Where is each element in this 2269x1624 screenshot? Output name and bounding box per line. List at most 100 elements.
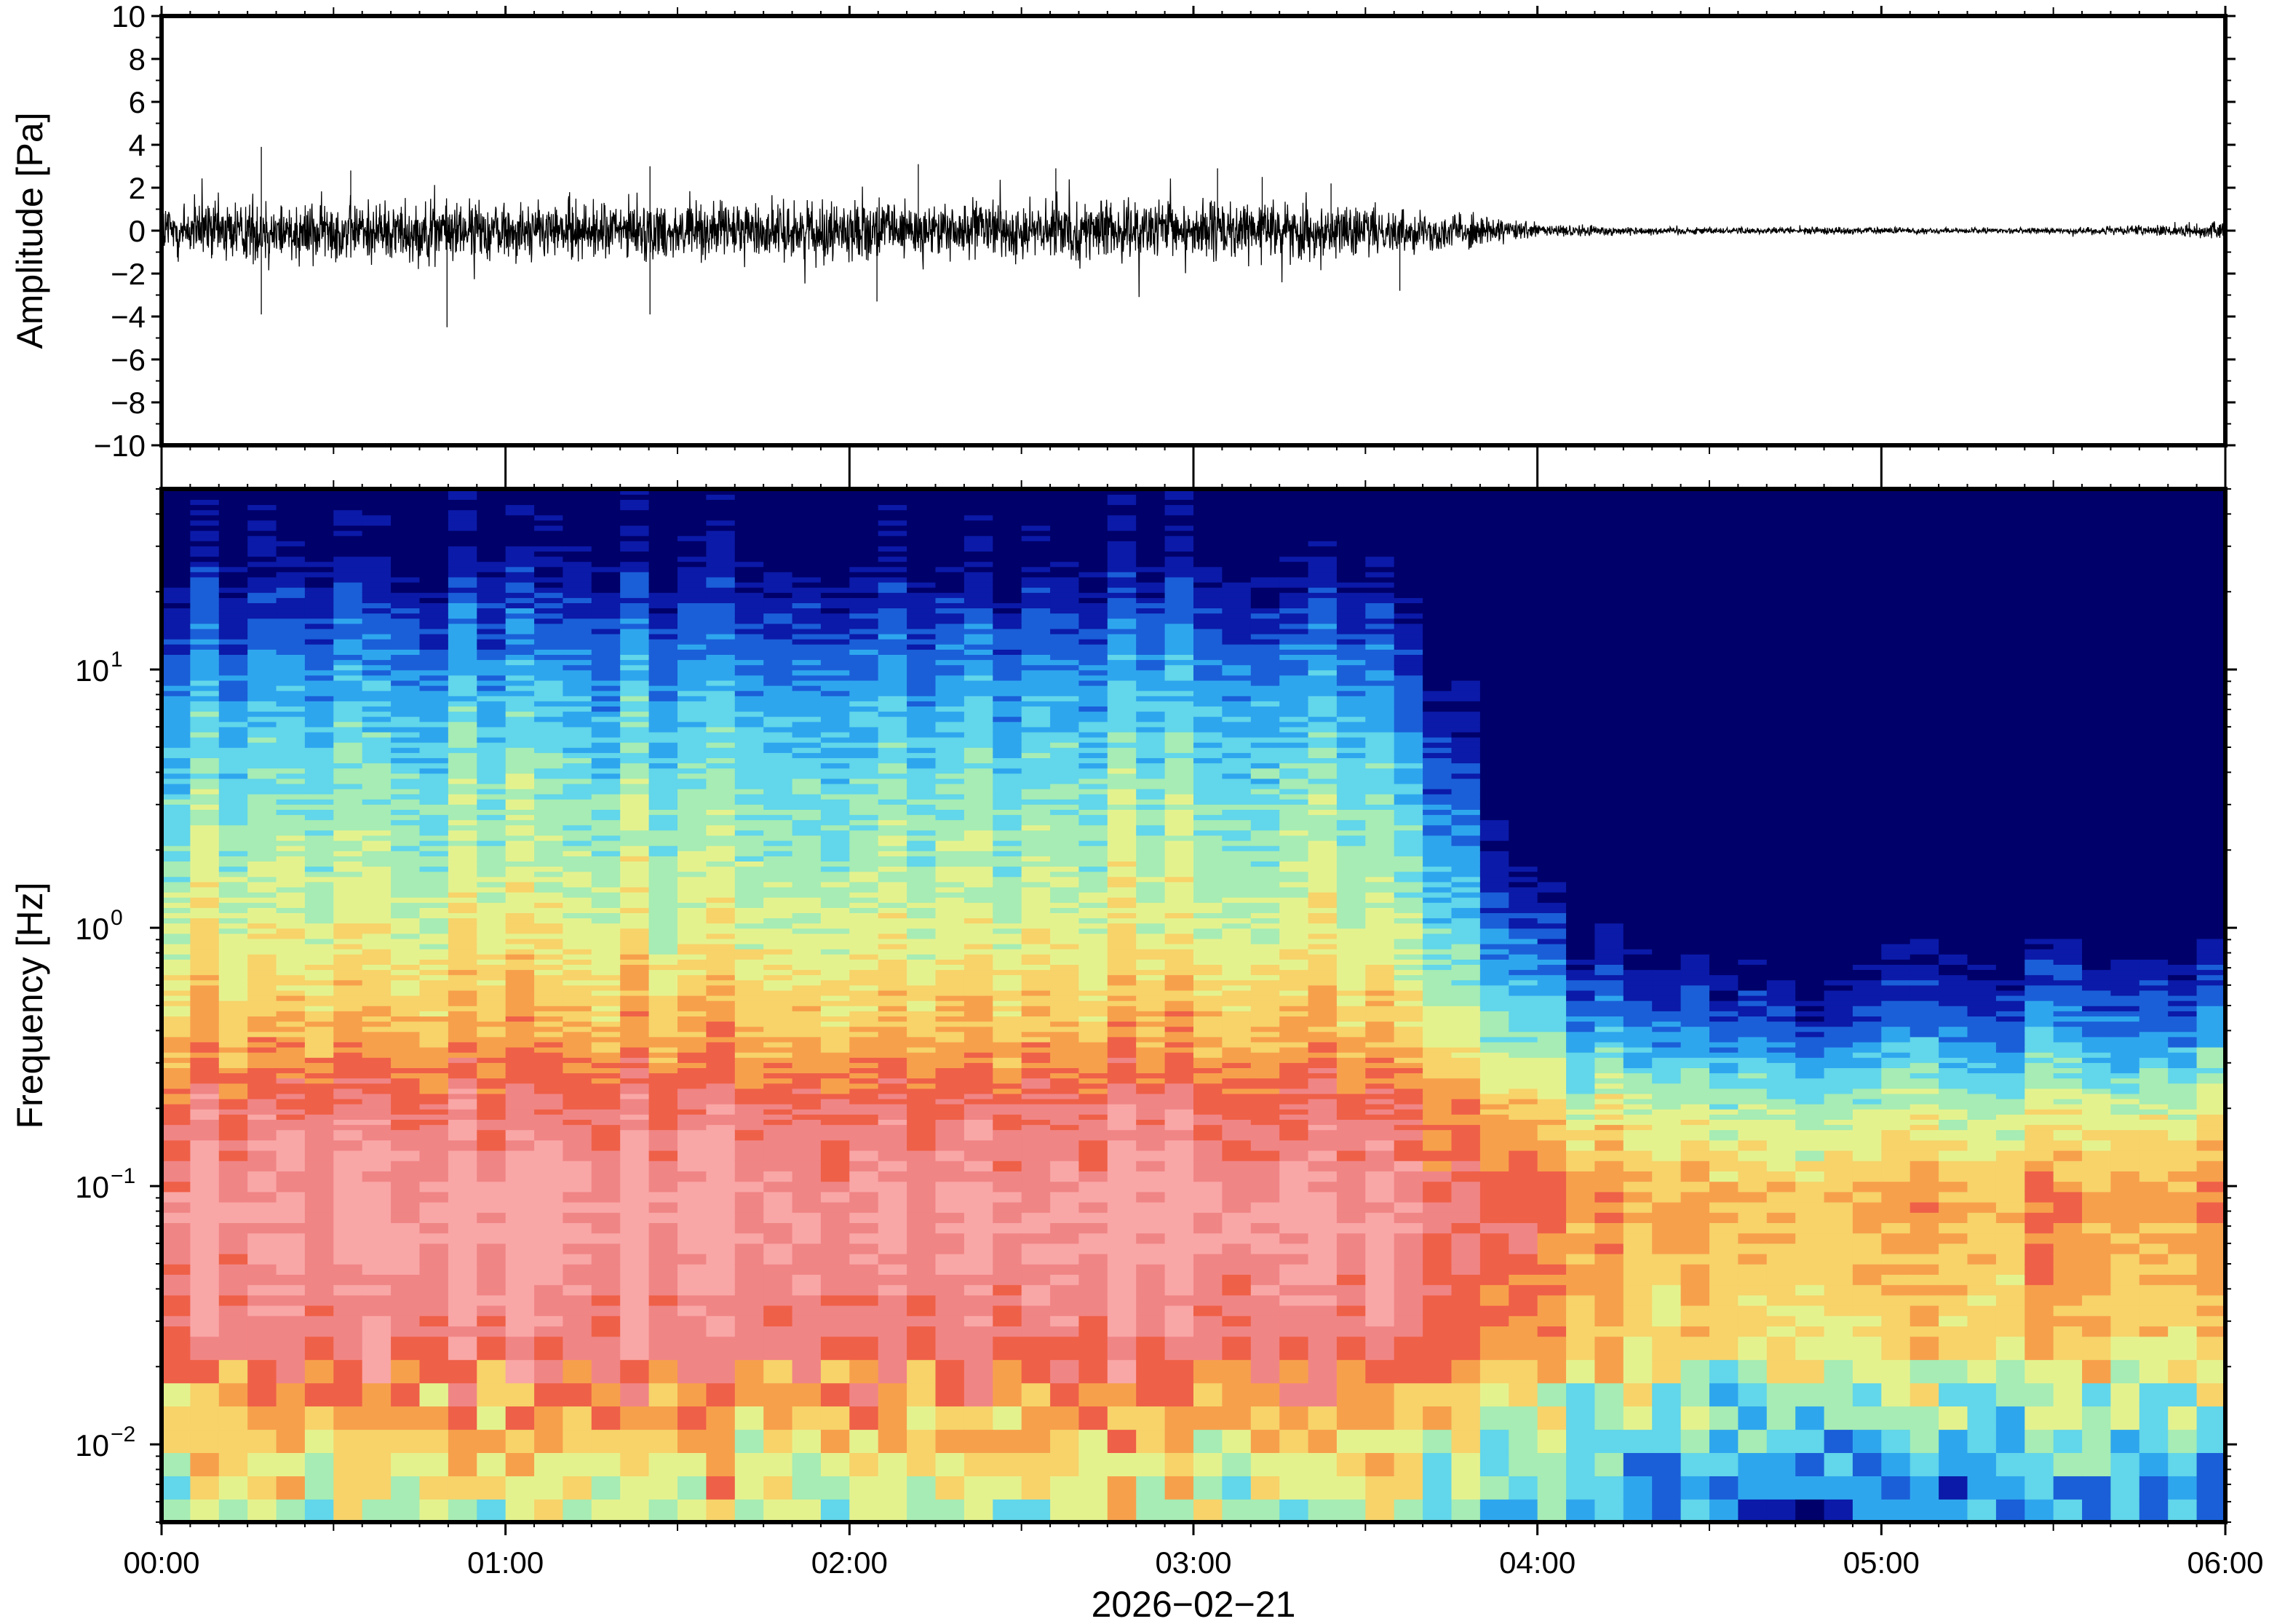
spectrogram-cell — [849, 912, 879, 919]
spectrogram-cell — [620, 824, 650, 831]
spectrogram-cell — [1021, 1067, 1051, 1074]
spectrogram-cell — [276, 659, 306, 666]
spectrogram-cell — [706, 1284, 736, 1296]
spectrogram-cell — [1050, 1072, 1080, 1079]
spectrogram-cell — [190, 824, 220, 831]
spectrogram-cell — [362, 747, 392, 753]
spectrogram-cell — [162, 633, 191, 640]
spectrogram-cell — [993, 768, 1022, 774]
spectrogram-cell — [534, 551, 564, 557]
spectrogram-cell — [648, 504, 678, 511]
spectrogram-cell — [1050, 1031, 1080, 1038]
spectrogram-cell — [935, 1382, 965, 1406]
spectrogram-cell — [963, 638, 994, 645]
spectrogram-cell — [534, 804, 564, 810]
spectrogram-cell — [706, 597, 736, 603]
spectrogram-cell — [849, 768, 879, 774]
spectrogram-cell — [276, 948, 306, 955]
spectrogram-cell — [391, 840, 421, 846]
spectrogram-cell — [304, 990, 335, 996]
spectrogram-cell — [734, 571, 764, 578]
spectrogram-cell — [648, 861, 678, 867]
spectrogram-cell — [820, 923, 851, 929]
spectrogram-cell — [276, 1181, 306, 1193]
spectrogram-cell — [505, 1041, 535, 1048]
spectrogram-cell — [648, 778, 678, 784]
spectrogram-cell — [362, 566, 392, 573]
spectrogram-cell — [648, 571, 678, 578]
spectrogram-cell — [820, 871, 851, 877]
spectrogram-cell — [534, 752, 564, 758]
spectrogram-cell — [763, 984, 793, 991]
spectrogram-cell — [162, 1114, 191, 1120]
spectrogram-cell — [1050, 659, 1080, 666]
spectrogram-cell — [505, 726, 535, 733]
spectrogram-cell — [276, 969, 306, 976]
spectrogram-cell — [276, 896, 306, 903]
spectrogram-cell — [1078, 1201, 1108, 1213]
spectrogram-cell — [391, 1026, 421, 1032]
spectrogram-cell — [677, 974, 707, 981]
spectrogram-cell — [391, 928, 421, 934]
spectrogram-cell — [534, 918, 564, 924]
spectrogram-cell — [706, 1098, 736, 1104]
spectrogram-cell — [218, 1016, 248, 1022]
spectrogram-cell — [706, 871, 736, 877]
spectrogram-cell — [591, 576, 621, 583]
spectrogram-cell — [591, 1452, 621, 1476]
spectrogram-cell — [362, 696, 392, 701]
spectrogram-cell — [734, 1016, 764, 1022]
spectrogram-cell — [391, 1284, 421, 1296]
spectrogram-cell — [534, 674, 564, 681]
spectrogram-cell — [993, 586, 1022, 593]
spectrogram-cell — [849, 793, 879, 800]
spectrogram-cell — [419, 664, 449, 671]
spectrogram-cell — [362, 618, 392, 624]
spectrogram-cell — [1050, 1006, 1080, 1011]
spectrogram-cell — [907, 871, 937, 877]
spectrogram-cell — [849, 923, 879, 929]
spectrogram-cell — [218, 535, 248, 541]
spectrogram-cell — [792, 649, 822, 655]
spectrogram-cell — [620, 618, 650, 624]
spectrogram-cell — [648, 489, 678, 495]
spectrogram-cell — [448, 809, 478, 816]
spectrogram-cell — [907, 1139, 937, 1151]
spectrogram-cell — [1050, 1150, 1080, 1161]
spectrogram-cell — [648, 1274, 678, 1286]
spectrogram-cell — [734, 541, 764, 546]
spectrogram-cell — [333, 964, 363, 971]
spectrogram-cell — [304, 535, 335, 541]
spectrogram-cell — [907, 680, 937, 686]
spectrogram-cell — [935, 783, 965, 789]
spectrogram-cell — [993, 602, 1022, 609]
spectrogram-cell — [391, 541, 421, 546]
spectrogram-cell — [734, 551, 764, 557]
spectrogram-cell — [534, 1046, 564, 1053]
spectrogram-cell — [276, 586, 306, 593]
spectrogram-cell — [677, 918, 707, 924]
spectrogram-cell — [448, 711, 478, 717]
spectrogram-cell — [276, 1109, 306, 1115]
spectrogram-cell — [734, 912, 764, 919]
spectrogram-cell — [734, 1114, 764, 1120]
spectrogram-cell — [505, 1201, 535, 1213]
spectrogram-cell — [878, 788, 907, 795]
spectrogram-cell — [706, 1499, 736, 1523]
spectrogram-cell — [706, 1315, 736, 1326]
spectrogram-cell — [448, 1129, 478, 1141]
spectrogram-cell — [820, 804, 851, 810]
spectrogram-cell — [706, 525, 736, 531]
spectrogram-cell — [907, 928, 937, 934]
spectrogram-cell — [190, 628, 220, 634]
spectrogram-cell — [820, 1119, 851, 1126]
spectrogram-cell — [849, 690, 879, 696]
spectrogram-cell — [734, 736, 764, 743]
spectrogram-cell — [648, 623, 678, 629]
spectrogram-cell — [162, 659, 191, 666]
spectrogram-cell — [448, 525, 478, 531]
spectrogram-cell — [734, 845, 764, 851]
spectrogram-cell — [505, 1046, 535, 1053]
spectrogram-cell — [820, 1315, 851, 1326]
spectrogram-cell — [677, 954, 707, 960]
